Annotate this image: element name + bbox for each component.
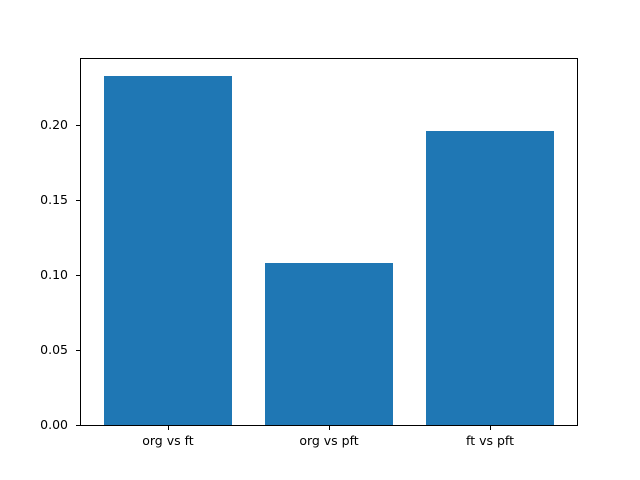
x-tick-label: ft vs pft <box>466 433 515 448</box>
y-tick-mark <box>76 349 80 351</box>
x-tick-label: org vs pft <box>299 433 359 448</box>
y-tick-label: 0.05 <box>40 341 68 357</box>
y-tick-mark <box>76 274 80 276</box>
y-tick-mark <box>76 124 80 126</box>
y-tick-label: 0.20 <box>40 116 68 132</box>
y-tick-mark <box>76 199 80 201</box>
y-tick-label: 0.15 <box>40 191 68 207</box>
bar-ft-vs-pft <box>425 130 555 425</box>
x-tick-mark <box>490 426 492 430</box>
x-tick-mark <box>167 426 169 430</box>
x-tick-label: org vs ft <box>142 433 194 448</box>
y-tick-mark <box>76 425 80 426</box>
bar-org-vs-pft <box>264 262 394 425</box>
y-tick-label: 0.10 <box>40 266 68 282</box>
bar-org-vs-ft <box>103 76 233 425</box>
x-tick-mark <box>329 426 330 430</box>
y-tick-label: 0.00 <box>40 417 68 432</box>
plot-area <box>80 58 578 426</box>
